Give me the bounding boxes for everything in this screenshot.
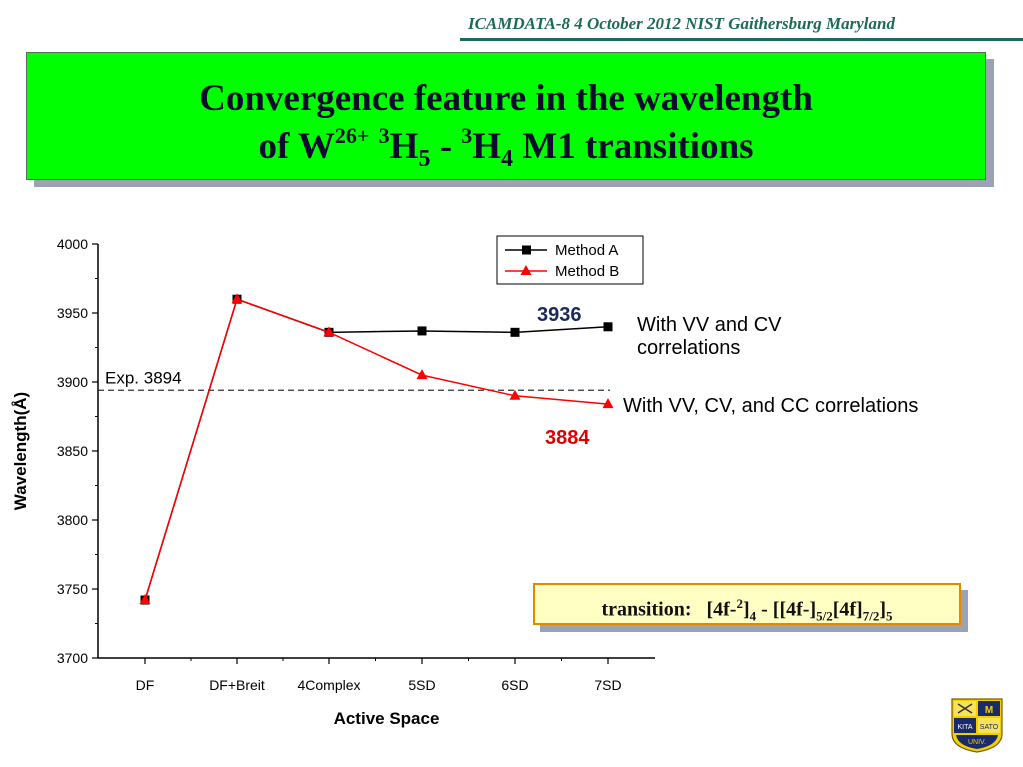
x-axis-label: Active Space (334, 709, 440, 728)
title-multiplicity: 3 (378, 123, 390, 148)
title-line-2: of W26+ 3H5 - 3H4 M1 transitions (27, 123, 985, 172)
transition-part: - [[4f-] (756, 598, 817, 621)
method-b-point (323, 326, 335, 337)
series-line-method-b (144, 298, 609, 601)
kitasato-university-logo: M KITA SATO UNIV. (951, 698, 1003, 753)
legend-box (496, 235, 644, 285)
logo-text: SATO (980, 724, 999, 731)
title-j: 4 (501, 146, 514, 172)
legend-marker (522, 245, 531, 255)
method-b-point (602, 398, 614, 409)
method-b-point (509, 389, 521, 400)
method-a-point (510, 327, 520, 337)
legend-label: Method A (555, 242, 618, 259)
transition-label: transition: (601, 598, 692, 621)
method-a-note-line-2: correlations (637, 337, 741, 359)
method-a-note-line-1: With VV and CV (637, 314, 782, 336)
transition-sub: 5/2 (816, 608, 833, 624)
title-line-1: Convergence feature in the wavelength (199, 78, 813, 119)
series-line-method-a (144, 298, 609, 601)
transition-sub: 5 (886, 608, 893, 624)
transition-sub: 7/2 (862, 608, 880, 624)
method-b-value-label: 3884 (545, 427, 590, 449)
method-b-note: With VV, CV, and CC correlations (623, 395, 919, 417)
method-b-point (231, 293, 243, 304)
y-tick-label: 3950 (57, 305, 88, 321)
transition-sub: 4 (749, 608, 757, 624)
y-axis-label: Wavelength(Å) (11, 392, 30, 510)
legend-label: Method B (555, 263, 619, 280)
x-tick-label: 5SD (408, 677, 435, 693)
transition-box: transition: [4f-2]4 - [[4f-]5/2[4f]7/2]5 (533, 583, 961, 625)
x-tick-label: 6SD (501, 677, 528, 693)
method-a-value-label: 3936 (537, 304, 582, 326)
y-tick-label: 3700 (57, 650, 88, 666)
transition-part: [4f- (706, 598, 737, 621)
legend-marker (520, 265, 532, 275)
x-tick-label: DF+Breit (209, 677, 265, 693)
title-text: M1 transitions (513, 126, 754, 167)
reference-line-label: Exp. 3894 (105, 368, 182, 387)
transition-sup: 2 (736, 596, 743, 611)
method-b-point (416, 369, 428, 380)
method-a-note: With VV and CV correlations (637, 314, 782, 360)
y-tick-label: 3750 (57, 581, 88, 597)
y-tick-label: 3900 (57, 374, 88, 390)
method-a-point (417, 326, 427, 336)
header-rule (460, 38, 1023, 41)
title-multiplicity: 3 (461, 123, 473, 148)
title-text: of W (258, 126, 335, 167)
y-tick-label: 3800 (57, 512, 88, 528)
transition-part: [4f] (832, 598, 863, 621)
x-tick-label: DF (136, 677, 155, 693)
slide-title: Convergence feature in the wavelength of… (26, 52, 986, 180)
x-tick-label: 7SD (594, 677, 621, 693)
x-tick-label: 4Complex (297, 677, 360, 693)
logo-text: KITA (957, 724, 972, 731)
y-tick-label: 4000 (57, 236, 88, 252)
y-tick-label: 3850 (57, 443, 88, 459)
transition-part: ] (879, 598, 887, 621)
method-b-point (139, 594, 151, 605)
wavelength-chart: 3700 3750 3800 3850 3900 3950 4000 DF DF+Breit 4C… (11, 235, 655, 728)
logo-text: UNIV. (968, 739, 986, 746)
title-space (369, 126, 378, 167)
title-term: H (389, 126, 419, 167)
title-dash: - (430, 126, 462, 167)
title-term: H (472, 126, 502, 167)
logo-letter: M (985, 705, 993, 716)
title-charge: 26+ (334, 123, 370, 148)
conference-header: ICAMDATA-8 4 October 2012 NIST Gaithersb… (468, 14, 895, 33)
method-a-point (603, 322, 613, 332)
transition-part: ] (742, 598, 750, 621)
title-j: 5 (418, 146, 431, 172)
